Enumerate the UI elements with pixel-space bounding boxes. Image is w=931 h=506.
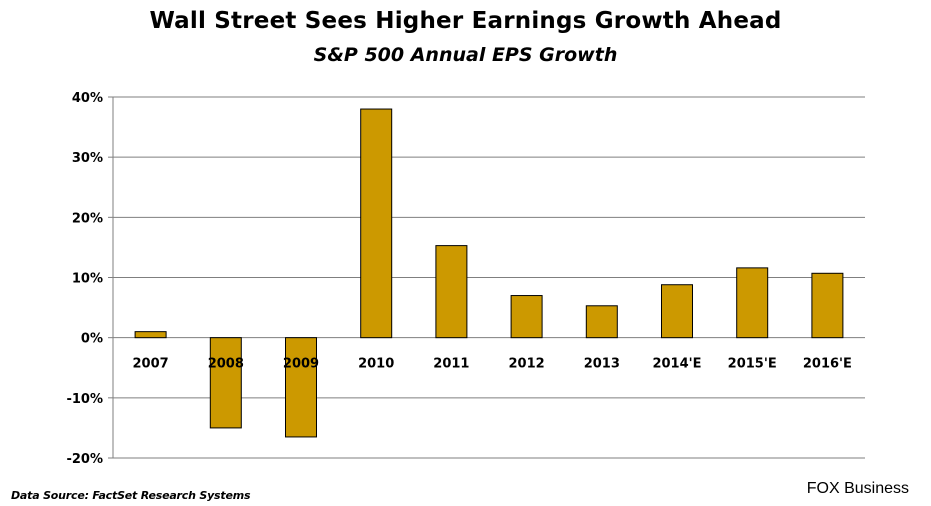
y-tick-label: 40% [72, 91, 103, 106]
chart-subtitle: S&P 500 Annual EPS Growth [313, 44, 618, 66]
bar [360, 108, 393, 339]
bar [435, 245, 468, 339]
x-tick-label: 2016'E [803, 357, 852, 372]
y-tick-label: 0% [81, 332, 103, 347]
data-source-note: Data Source: FactSet Research Systems [11, 489, 251, 502]
bar [209, 337, 242, 429]
x-tick-label: 2011 [433, 357, 469, 372]
x-tick-label: 2009 [283, 357, 319, 372]
x-tick-label: 2008 [208, 357, 244, 372]
y-tick-label: 30% [72, 151, 103, 166]
x-tick-label: 2013 [584, 357, 620, 372]
chart-title: Wall Street Sees Higher Earnings Growth … [149, 8, 782, 34]
bar [585, 305, 618, 339]
bar [811, 272, 844, 339]
x-tick-labels: 2007 2008 2009 2010 2011 2012 2013 2014'E 2015'E… [133, 357, 852, 372]
axes [108, 96, 114, 459]
y-tick-label: 10% [72, 272, 103, 287]
x-tick-label: 2010 [358, 357, 394, 372]
y-tick-labels: -20% -10% 0% 10% 20% 30% 40% [66, 91, 103, 467]
bar [736, 267, 769, 339]
y-tick-label: -20% [66, 452, 103, 467]
x-tick-label: 2014'E [652, 357, 701, 372]
x-tick-label: 2015'E [728, 357, 777, 372]
x-tick-label: 2007 [133, 357, 169, 372]
y-tick-label: 20% [72, 211, 103, 226]
brand-label: FOX Business [806, 480, 909, 497]
bars [134, 108, 844, 438]
bar [510, 295, 543, 339]
bar [285, 337, 317, 438]
bar [134, 331, 167, 339]
y-tick-label: -10% [66, 392, 103, 407]
x-tick-label: 2012 [509, 357, 545, 372]
bar [661, 284, 693, 339]
